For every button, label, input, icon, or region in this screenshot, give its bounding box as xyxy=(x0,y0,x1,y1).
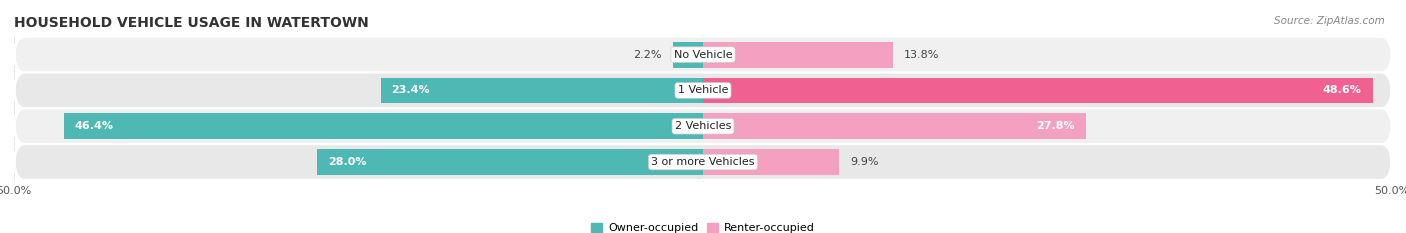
Bar xyxy=(381,78,703,103)
Bar xyxy=(703,42,893,68)
Text: 48.6%: 48.6% xyxy=(1323,86,1361,96)
Text: 23.4%: 23.4% xyxy=(392,86,430,96)
Bar xyxy=(672,42,703,68)
FancyBboxPatch shape xyxy=(14,144,1392,180)
Text: No Vehicle: No Vehicle xyxy=(673,50,733,60)
Bar xyxy=(703,149,839,175)
Text: 2 Vehicles: 2 Vehicles xyxy=(675,121,731,131)
Text: 3 or more Vehicles: 3 or more Vehicles xyxy=(651,157,755,167)
Text: 28.0%: 28.0% xyxy=(328,157,367,167)
Legend: Owner-occupied, Renter-occupied: Owner-occupied, Renter-occupied xyxy=(586,219,820,233)
Text: 1 Vehicle: 1 Vehicle xyxy=(678,86,728,96)
Text: HOUSEHOLD VEHICLE USAGE IN WATERTOWN: HOUSEHOLD VEHICLE USAGE IN WATERTOWN xyxy=(14,16,368,30)
Text: 27.8%: 27.8% xyxy=(1036,121,1076,131)
Text: 13.8%: 13.8% xyxy=(904,50,939,60)
Bar xyxy=(703,78,1372,103)
Text: Source: ZipAtlas.com: Source: ZipAtlas.com xyxy=(1274,16,1385,26)
Text: 46.4%: 46.4% xyxy=(75,121,114,131)
Bar xyxy=(703,113,1085,139)
FancyBboxPatch shape xyxy=(14,37,1392,72)
Bar xyxy=(318,149,703,175)
Bar xyxy=(63,113,703,139)
Text: 9.9%: 9.9% xyxy=(851,157,879,167)
FancyBboxPatch shape xyxy=(14,72,1392,108)
FancyBboxPatch shape xyxy=(14,108,1392,144)
Text: 2.2%: 2.2% xyxy=(633,50,662,60)
